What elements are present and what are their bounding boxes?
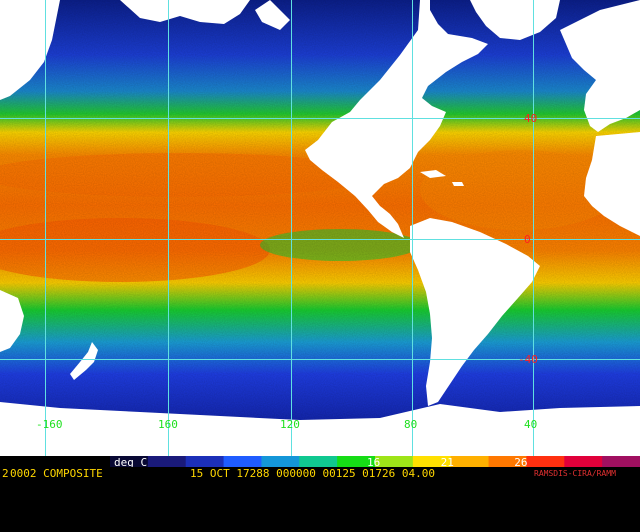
caption-product: 0002 COMPOSITE: [10, 467, 103, 480]
caption-index: 2: [2, 467, 9, 480]
color-swatch: [223, 456, 262, 467]
land-alaska: [120, 0, 250, 24]
lon-label-40: 40: [524, 418, 537, 431]
units-label: deg C: [114, 456, 147, 467]
land-europe: [560, 0, 640, 132]
lon-label-80: 80: [404, 418, 417, 431]
sst-map: 40 0 -40 -160 160 120 80 40: [0, 0, 640, 456]
caption-bar: 2 0002 COMPOSITE 15 OCT 17288 000000 001…: [0, 467, 640, 480]
graticule: [0, 0, 640, 456]
lat-label-40: 40: [524, 112, 537, 125]
color-swatch: [526, 456, 565, 467]
lon-label-minus160: -160: [36, 418, 63, 431]
color-swatch: [602, 456, 640, 467]
land-new-zealand: [70, 342, 98, 380]
colorbar-tick-label: 21: [441, 456, 454, 467]
color-scale-bar: deg C 16 21 26: [0, 456, 640, 467]
colorbar-tick-label: 26: [514, 456, 527, 467]
land-antarctica: [0, 402, 640, 456]
land-greenland: [470, 0, 560, 40]
lat-label-minus40: -40: [518, 353, 538, 366]
color-swatch: [488, 456, 527, 467]
color-swatch: [299, 456, 338, 467]
lon-label-120: 120: [280, 418, 300, 431]
color-swatch: [185, 456, 225, 467]
land-caribbean: [420, 170, 464, 186]
noise-texture: [0, 0, 640, 456]
color-swatch: [337, 456, 376, 467]
lon-label-160: 160: [158, 418, 178, 431]
color-swatch: [375, 456, 414, 467]
lat-label-0: 0: [524, 233, 531, 246]
land-australia: [0, 290, 24, 352]
color-swatch: [450, 456, 490, 467]
caption-credit: RAMSDIS-CIRA/RAMM: [534, 469, 616, 478]
colorbar-tick-label: 16: [367, 456, 380, 467]
color-swatch: [147, 456, 187, 467]
color-swatch: [564, 456, 603, 467]
color-scale-swatches: [110, 456, 640, 467]
land-africa: [584, 132, 640, 236]
color-swatch: [412, 456, 452, 467]
color-swatch: [110, 456, 149, 467]
color-swatch: [261, 456, 300, 467]
caption-datetime: 15 OCT 17288 000000 00125 01726 04.00: [190, 467, 436, 480]
